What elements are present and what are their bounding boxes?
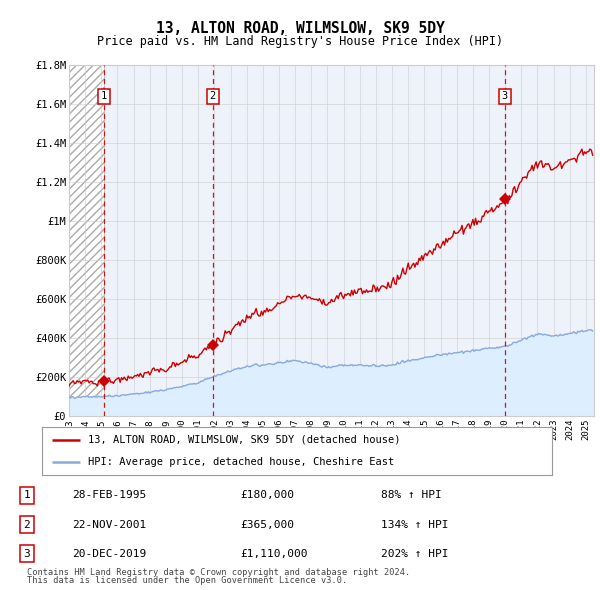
Text: 3: 3 [502,91,508,101]
Text: 1: 1 [23,490,31,500]
Text: 88% ↑ HPI: 88% ↑ HPI [381,490,442,500]
Text: 1: 1 [101,91,107,101]
Text: 28-FEB-1995: 28-FEB-1995 [72,490,146,500]
Text: 2: 2 [209,91,216,101]
Text: This data is licensed under the Open Government Licence v3.0.: This data is licensed under the Open Gov… [27,576,347,585]
Bar [69,65,104,416]
Text: 13, ALTON ROAD, WILMSLOW, SK9 5DY (detached house): 13, ALTON ROAD, WILMSLOW, SK9 5DY (detac… [88,435,400,445]
Text: 3: 3 [23,549,31,559]
Text: Contains HM Land Registry data © Crown copyright and database right 2024.: Contains HM Land Registry data © Crown c… [27,568,410,577]
Text: 22-NOV-2001: 22-NOV-2001 [72,520,146,530]
Text: £180,000: £180,000 [240,490,294,500]
Text: 134% ↑ HPI: 134% ↑ HPI [381,520,449,530]
Text: 20-DEC-2019: 20-DEC-2019 [72,549,146,559]
Text: 13, ALTON ROAD, WILMSLOW, SK9 5DY: 13, ALTON ROAD, WILMSLOW, SK9 5DY [155,21,445,35]
Text: 2: 2 [23,520,31,530]
Text: £365,000: £365,000 [240,520,294,530]
Text: Price paid vs. HM Land Registry's House Price Index (HPI): Price paid vs. HM Land Registry's House … [97,35,503,48]
Text: HPI: Average price, detached house, Cheshire East: HPI: Average price, detached house, Ches… [88,457,394,467]
Text: £1,110,000: £1,110,000 [240,549,308,559]
Text: 202% ↑ HPI: 202% ↑ HPI [381,549,449,559]
